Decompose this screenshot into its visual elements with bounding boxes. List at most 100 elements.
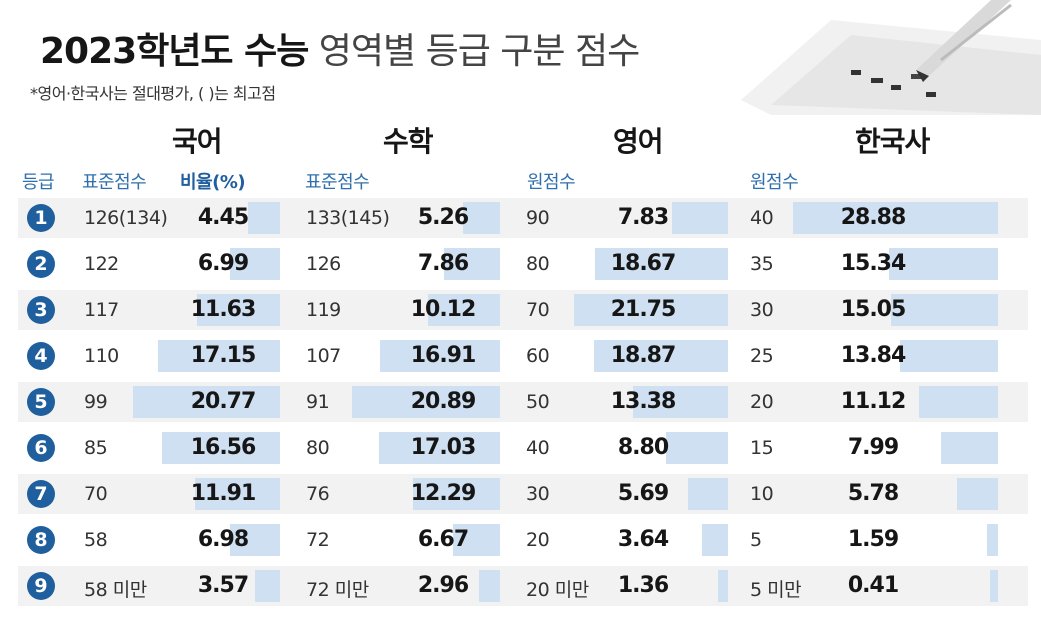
table-row: 7 70 11.91 76 12.29 30 5.69 10 5.78 — [18, 474, 1028, 514]
bar-math — [412, 478, 500, 510]
score-math: 76 — [306, 483, 330, 505]
grade-badge: 8 — [27, 526, 55, 554]
value-label-english: 3.64 — [617, 527, 669, 552]
value-label-history: 13.84 — [840, 343, 907, 368]
grade-badge: 9 — [27, 572, 55, 600]
subheader-grade: 등급 — [22, 172, 55, 193]
value-label-history: 1.59 — [847, 527, 899, 552]
chart-title: 2023학년도 수능 영역별 등급 구분 점수 — [40, 22, 640, 74]
bar-history — [956, 478, 998, 510]
value-label-korean: 20.77 — [190, 389, 257, 414]
score-math: 119 — [306, 299, 341, 321]
bar-english — [687, 478, 728, 510]
col-header-math: 수학 — [383, 125, 434, 158]
value-label-history: 0.41 — [847, 573, 899, 598]
bar-english — [718, 570, 728, 602]
grade-badge: 1 — [27, 204, 55, 232]
score-history: 15 — [750, 437, 774, 459]
score-english: 20 미만 — [526, 579, 589, 601]
bar-history — [891, 294, 998, 326]
bar-math — [462, 202, 500, 234]
score-math: 72 미만 — [306, 579, 369, 601]
col-header-english: 영어 — [613, 125, 664, 158]
value-label-english: 21.75 — [610, 297, 677, 322]
score-history: 30 — [750, 299, 774, 321]
table-row: 9 58 미만 3.57 72 미만 2.96 20 미만 1.36 5 미만 0.41 — [18, 566, 1028, 606]
value-label-history: 5.78 — [847, 481, 899, 506]
value-label-math: 7.86 — [417, 251, 469, 276]
bar-english — [573, 294, 728, 326]
value-label-math: 6.67 — [417, 527, 469, 552]
score-history: 10 — [750, 483, 774, 505]
score-history: 35 — [750, 253, 774, 275]
score-english: 60 — [526, 345, 550, 367]
value-label-history: 7.99 — [847, 435, 899, 460]
title-light: 영역별 등급 구분 점수 — [318, 31, 640, 72]
score-history: 5 — [750, 529, 762, 551]
value-label-history: 11.12 — [840, 389, 907, 414]
grade-badge: 3 — [27, 296, 55, 324]
bar-history — [899, 340, 998, 372]
bar-english — [702, 524, 728, 556]
score-math: 91 — [306, 391, 330, 413]
score-korean: 85 — [84, 437, 108, 459]
bar-history — [793, 202, 998, 234]
value-label-math: 17.03 — [410, 435, 477, 460]
bar-history — [919, 386, 998, 418]
subheader-raw-score-english: 원점수 — [527, 172, 576, 193]
value-label-english: 5.69 — [617, 481, 669, 506]
table-row: 2 122 6.99 126 7.86 80 18.67 35 15.34 — [18, 244, 1028, 284]
bar-math — [379, 432, 500, 464]
table-row: 6 85 16.56 80 17.03 40 8.80 15 7.99 — [18, 428, 1028, 468]
subheader-ratio: 비율(%) — [180, 172, 246, 193]
col-header-korean: 국어 — [172, 125, 223, 158]
bar-korean — [195, 478, 280, 510]
value-label-korean: 17.15 — [190, 343, 257, 368]
score-math: 80 — [306, 437, 330, 459]
score-history: 40 — [750, 207, 774, 229]
score-english: 40 — [526, 437, 550, 459]
table-row: 8 58 6.98 72 6.67 20 3.64 5 1.59 — [18, 520, 1028, 560]
bar-korean — [254, 570, 280, 602]
value-label-english: 1.36 — [617, 573, 669, 598]
value-label-korean: 6.98 — [197, 527, 249, 552]
bar-english — [595, 248, 728, 280]
value-label-math: 16.91 — [410, 343, 477, 368]
value-label-korean: 6.99 — [197, 251, 249, 276]
value-label-english: 18.67 — [610, 251, 677, 276]
bar-history — [941, 432, 998, 464]
value-label-math: 2.96 — [417, 573, 469, 598]
score-english: 30 — [526, 483, 550, 505]
score-history: 5 미만 — [750, 579, 802, 601]
value-label-english: 7.83 — [617, 205, 669, 230]
value-label-korean: 11.91 — [190, 481, 257, 506]
score-english: 80 — [526, 253, 550, 275]
chart-subtitle: *영어·한국사는 절대평가, ( )는 최고점 — [30, 84, 276, 103]
value-label-korean: 11.63 — [190, 297, 257, 322]
bar-english — [633, 386, 728, 418]
grade-badge: 2 — [27, 250, 55, 278]
bar-math — [428, 294, 500, 326]
score-korean: 122 — [84, 253, 119, 275]
score-history: 25 — [750, 345, 774, 367]
value-label-english: 8.80 — [617, 435, 669, 460]
col-header-history: 한국사 — [855, 125, 930, 158]
value-label-history: 15.05 — [840, 297, 907, 322]
score-math: 107 — [306, 345, 341, 367]
bar-korean — [248, 202, 280, 234]
grade-badge: 6 — [27, 434, 55, 462]
bar-math — [379, 340, 500, 372]
bar-korean — [132, 386, 280, 418]
pen-paper-illustration — [741, 0, 1041, 115]
value-label-korean: 4.45 — [197, 205, 249, 230]
bar-math — [478, 570, 500, 602]
bar-math — [444, 248, 500, 280]
value-label-math: 12.29 — [410, 481, 477, 506]
bar-korean — [162, 432, 280, 464]
value-label-math: 20.89 — [410, 389, 477, 414]
title-bold: 2023학년도 수능 — [40, 31, 309, 72]
grade-badge: 7 — [27, 480, 55, 508]
score-english: 20 — [526, 529, 550, 551]
value-label-history: 28.88 — [840, 205, 907, 230]
table-row: 3 117 11.63 119 10.12 70 21.75 30 15.05 — [18, 290, 1028, 330]
